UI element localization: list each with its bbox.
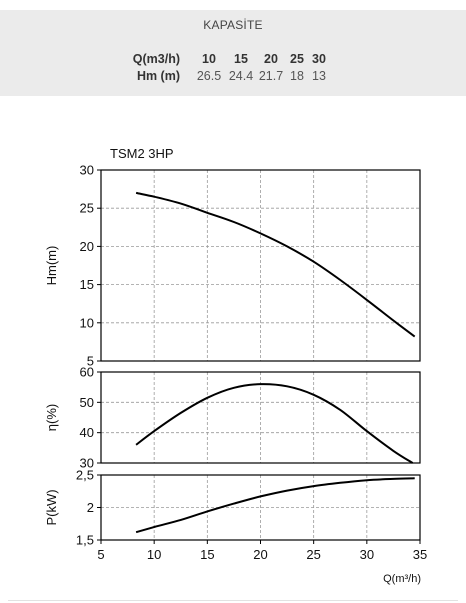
flow-value: 15 <box>234 52 248 66</box>
x-tick-label: 25 <box>306 547 320 562</box>
y-axis-label: η(%) <box>44 404 59 431</box>
x-axis-label: Q(m³/h) <box>383 573 421 585</box>
head-value: 24.4 <box>228 69 254 83</box>
head-value: 26.5 <box>196 69 222 83</box>
x-tick-label: 5 <box>97 547 104 562</box>
plot-frame <box>100 169 421 362</box>
y-tick-label: 50 <box>80 395 94 410</box>
y-tick-label: 2 <box>87 500 94 515</box>
y-tick-label: 20 <box>80 239 94 254</box>
y-tick-label: 30 <box>80 456 94 471</box>
x-tick-label: 35 <box>413 547 427 562</box>
flow-value: 20 <box>264 52 278 66</box>
x-tick-label: 20 <box>253 547 267 562</box>
head-value: 21.7 <box>258 69 284 83</box>
flow-label: Q(m3/h) <box>132 52 180 66</box>
x-tick-label: 10 <box>147 547 161 562</box>
curve-line <box>135 477 415 534</box>
y-tick-label: 1,5 <box>76 533 94 548</box>
head-value: 18 <box>290 69 304 83</box>
curve-line <box>135 191 416 338</box>
capacity-panel: KAPASİTE Q(m3/h) 10 15 20 25 30 Hm (m) 2… <box>0 10 466 96</box>
divider <box>8 600 458 601</box>
head-label: Hm (m) <box>136 69 180 83</box>
y-tick-label: 60 <box>80 365 94 380</box>
y-axis-label: Hm(m) <box>44 246 59 286</box>
x-tick-label: 30 <box>360 547 374 562</box>
y-tick-label: 10 <box>80 315 94 330</box>
capacity-flow-row: Q(m3/h) 10 15 20 25 30 <box>118 51 330 68</box>
y-tick-label: 15 <box>80 277 94 292</box>
y-tick-label: 25 <box>80 201 94 216</box>
head-value: 13 <box>312 69 326 83</box>
chart-title: TSM2 3HP <box>110 146 174 161</box>
y-tick-label: 5 <box>87 354 94 369</box>
plot-frame <box>100 371 421 464</box>
y-axis-label: P(kW) <box>44 489 59 525</box>
x-tick-label: 15 <box>200 547 214 562</box>
flow-value: 30 <box>312 52 326 66</box>
capacity-table: Q(m3/h) 10 15 20 25 30 Hm (m) 26.5 24.4 … <box>118 51 330 85</box>
curve-line <box>135 383 414 464</box>
y-tick-label: 40 <box>80 425 94 440</box>
capacity-title: KAPASİTE <box>203 18 263 32</box>
flow-value: 25 <box>290 52 304 66</box>
flow-value: 10 <box>202 52 216 66</box>
capacity-head-row: Hm (m) 26.5 24.4 21.7 18 13 <box>118 68 330 85</box>
y-tick-label: 30 <box>80 163 94 178</box>
y-tick-label: 2,5 <box>76 468 94 483</box>
